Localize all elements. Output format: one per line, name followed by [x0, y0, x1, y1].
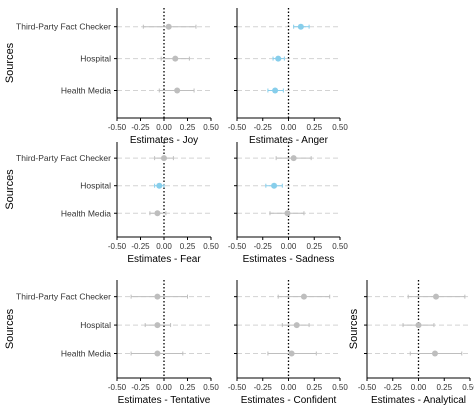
- y-axis-title: Sources: [4, 42, 16, 83]
- category-label: Third-Party Fact Checker: [16, 22, 111, 32]
- x-axis-title: Estimates - Joy: [130, 135, 198, 146]
- panel-4: -0.50 -0.25 0.00 0.25 0.50 Estimates - Sadnes…: [228, 142, 348, 265]
- x-tick-label: -0.50: [108, 123, 127, 132]
- y-axis-title: Sources: [348, 308, 360, 349]
- estimate-point: [284, 210, 291, 217]
- x-tick-label: -0.25: [131, 383, 150, 392]
- x-tick-label: -0.25: [131, 123, 150, 132]
- x-axis-title: Estimates - Anger: [249, 135, 329, 146]
- x-tick-label: -0.25: [254, 242, 273, 251]
- category-label: Health Media: [61, 86, 111, 96]
- x-tick-label: -0.50: [228, 242, 247, 251]
- estimate-point: [161, 155, 167, 162]
- panel-3: Third-Party Fact Checker Hospital Health M…: [4, 142, 219, 265]
- y-axis-title: Sources: [4, 169, 16, 210]
- estimate-point: [288, 350, 295, 357]
- estimate-point: [415, 322, 422, 329]
- x-tick-label: 0.50: [203, 383, 219, 392]
- estimate-point: [154, 322, 161, 329]
- x-tick-label: -0.25: [131, 242, 150, 251]
- estimate-point: [156, 182, 163, 189]
- estimate-point: [275, 55, 282, 62]
- estimate-point: [154, 210, 161, 217]
- y-axis-title: Sources: [4, 308, 16, 349]
- x-tick-label: 0.50: [203, 123, 219, 132]
- panel-6: -0.50 -0.25 0.00 0.25 0.50 Estimates - Confid…: [228, 280, 348, 406]
- estimate-point: [271, 182, 278, 189]
- estimate-point: [293, 322, 300, 329]
- x-tick-label: 0.00: [281, 242, 297, 251]
- category-label: Third-Party Fact Checker: [16, 153, 111, 163]
- panel-1: Third-Party Fact Checker Hospital Health M…: [4, 8, 219, 146]
- x-tick-label: 0.25: [436, 383, 452, 392]
- x-tick-label: -0.25: [254, 123, 273, 132]
- estimate-point: [433, 293, 440, 300]
- panel-5: Third-Party Fact Checker Hospital Health M…: [4, 280, 219, 406]
- category-label: Hospital: [80, 54, 111, 64]
- x-tick-label: 0.50: [332, 242, 348, 251]
- x-tick-label: 0.50: [332, 123, 348, 132]
- x-tick-label: 0.50: [332, 383, 348, 392]
- x-tick-label: 0.50: [462, 383, 474, 392]
- x-tick-label: -0.50: [228, 123, 247, 132]
- x-tick-label: -0.25: [254, 383, 273, 392]
- estimate-point: [300, 293, 307, 300]
- x-axis-title: Estimates - Fear: [127, 254, 201, 265]
- x-tick-label: 0.00: [281, 123, 297, 132]
- x-tick-label: 0.00: [156, 383, 172, 392]
- category-label: Health Media: [61, 208, 111, 218]
- x-tick-label: 0.00: [281, 383, 297, 392]
- category-label: Health Media: [61, 349, 111, 359]
- x-tick-label: 0.25: [180, 383, 196, 392]
- x-tick-label: 0.25: [306, 123, 322, 132]
- estimate-point: [154, 350, 161, 357]
- estimate-point: [165, 23, 172, 30]
- x-tick-label: -0.50: [228, 383, 247, 392]
- x-axis-title: Estimates - Sadness: [243, 254, 335, 265]
- estimate-point: [297, 23, 304, 30]
- estimate-point: [431, 350, 438, 357]
- x-tick-label: -0.25: [384, 383, 403, 392]
- x-tick-label: -0.50: [358, 383, 377, 392]
- estimate-point: [290, 155, 297, 162]
- panel-7: -0.50 -0.25 0.00 0.25 0.50 Estimates - Analyt…: [348, 280, 474, 406]
- x-tick-label: 0.00: [411, 383, 427, 392]
- category-label: Third-Party Fact Checker: [16, 292, 111, 302]
- x-axis-title: Estimates - Confident: [241, 395, 337, 406]
- x-tick-label: -0.50: [108, 242, 127, 251]
- estimate-point: [174, 87, 181, 94]
- category-label: Hospital: [80, 181, 111, 191]
- x-tick-label: 0.00: [156, 242, 172, 251]
- x-tick-label: 0.00: [156, 123, 172, 132]
- x-tick-label: 0.25: [306, 383, 322, 392]
- x-tick-label: 0.25: [180, 242, 196, 251]
- x-axis-title: Estimates - Analytical: [371, 395, 466, 406]
- x-tick-label: 0.25: [180, 123, 196, 132]
- x-axis-title: Estimates - Tentative: [118, 395, 211, 406]
- x-tick-label: -0.50: [108, 383, 127, 392]
- x-tick-label: 0.25: [306, 242, 322, 251]
- estimate-point: [272, 87, 279, 94]
- estimate-point: [172, 55, 179, 62]
- estimate-point: [154, 293, 161, 300]
- x-tick-label: 0.50: [203, 242, 219, 251]
- category-label: Hospital: [80, 320, 111, 330]
